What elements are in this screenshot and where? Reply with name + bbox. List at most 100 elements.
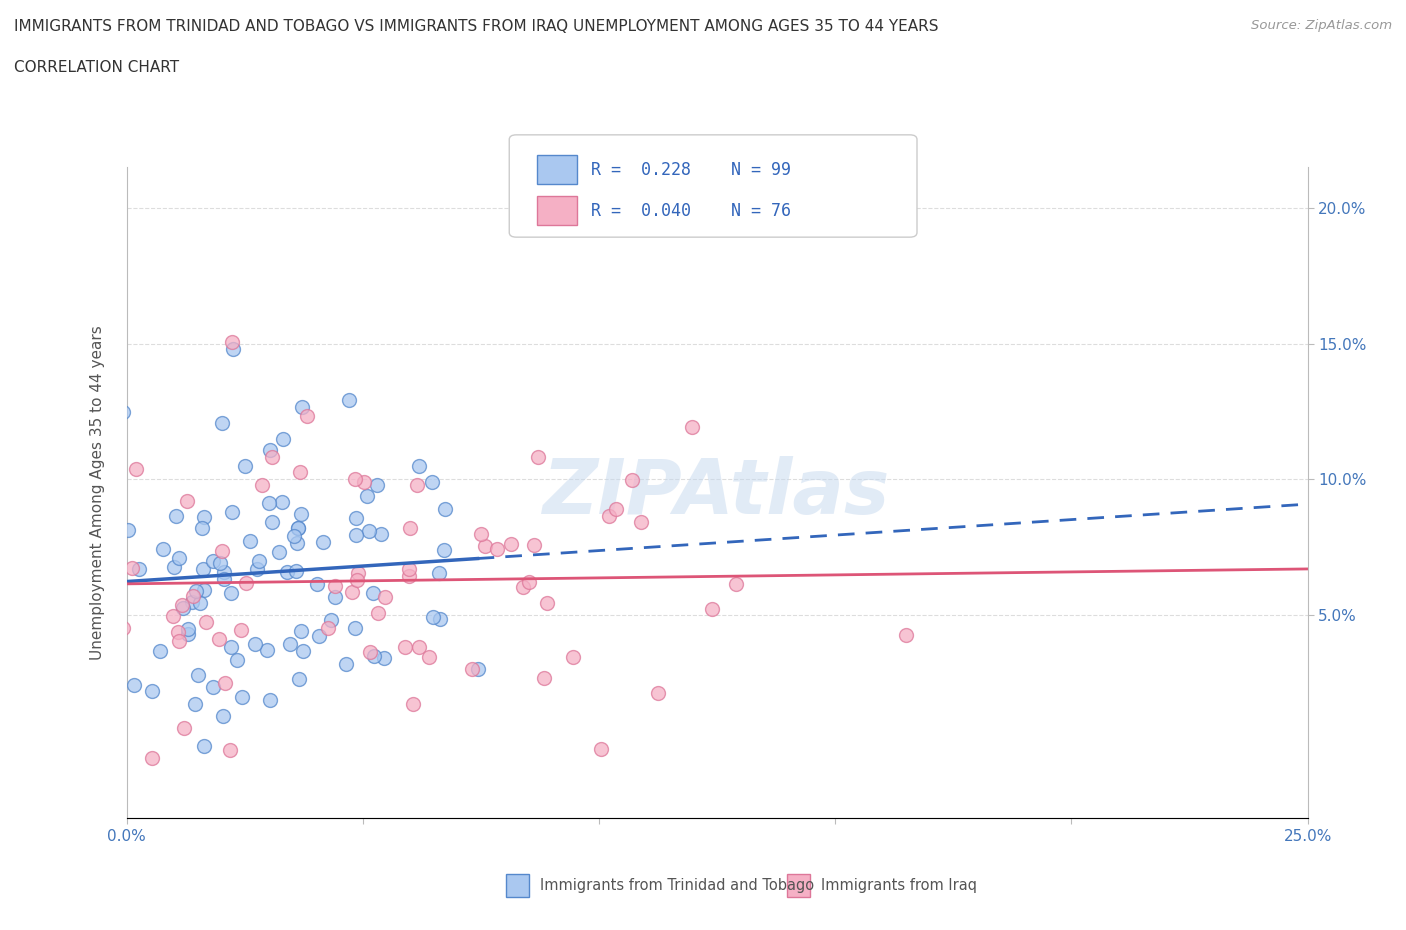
Point xyxy=(259,442,281,457)
Point xyxy=(288,671,311,686)
Point xyxy=(122,678,145,693)
Point xyxy=(257,495,280,510)
Point xyxy=(700,602,723,617)
Point xyxy=(292,644,315,658)
Point xyxy=(287,520,309,535)
Point xyxy=(125,462,148,477)
Point xyxy=(152,542,174,557)
Point xyxy=(523,538,546,552)
Point xyxy=(249,553,271,568)
Point xyxy=(256,643,278,658)
Point xyxy=(598,509,620,524)
Text: CORRELATION CHART: CORRELATION CHART xyxy=(14,60,179,75)
Point xyxy=(250,478,273,493)
Point xyxy=(536,595,558,610)
Point xyxy=(183,696,205,711)
Point xyxy=(499,537,522,551)
Point xyxy=(319,612,342,627)
Point xyxy=(288,465,311,480)
Point xyxy=(278,636,301,651)
Point xyxy=(346,573,368,588)
Point xyxy=(370,526,392,541)
Point xyxy=(11,499,34,514)
Point xyxy=(173,720,195,735)
Point xyxy=(359,644,381,659)
Point xyxy=(335,657,357,671)
Point xyxy=(316,620,339,635)
Point xyxy=(21,600,44,615)
Point xyxy=(285,536,308,551)
Point xyxy=(79,476,101,491)
Point xyxy=(894,628,917,643)
Point xyxy=(724,577,747,591)
Y-axis label: Unemployment Among Ages 35 to 44 years: Unemployment Among Ages 35 to 44 years xyxy=(90,326,105,660)
Text: R =  0.040    N = 76: R = 0.040 N = 76 xyxy=(591,202,790,219)
Point xyxy=(212,709,235,724)
Point xyxy=(433,542,456,557)
Point xyxy=(117,523,139,538)
Point xyxy=(193,582,215,597)
Point xyxy=(561,650,583,665)
Point xyxy=(312,535,335,550)
Point xyxy=(177,627,200,642)
Point xyxy=(394,640,416,655)
Point xyxy=(366,477,388,492)
Point xyxy=(13,629,35,644)
Point xyxy=(121,561,143,576)
Point xyxy=(48,585,70,600)
Point xyxy=(212,572,235,587)
Point xyxy=(201,680,224,695)
Point xyxy=(214,676,236,691)
Point xyxy=(630,515,652,530)
Text: Immigrants from Trinidad and Tobago: Immigrants from Trinidad and Tobago xyxy=(540,878,814,894)
Point xyxy=(605,501,627,516)
Point xyxy=(260,449,283,464)
Point xyxy=(207,631,229,646)
Point xyxy=(398,569,420,584)
Point xyxy=(15,671,38,686)
Point xyxy=(225,653,247,668)
Point xyxy=(533,671,555,685)
Point xyxy=(233,458,256,473)
Point xyxy=(527,449,550,464)
Point xyxy=(343,472,366,486)
Point xyxy=(323,590,346,604)
Point xyxy=(427,565,450,580)
Point xyxy=(461,661,484,676)
Point xyxy=(104,669,127,684)
Point xyxy=(214,565,236,579)
Point xyxy=(111,405,134,419)
Point xyxy=(186,583,208,598)
Point xyxy=(290,623,312,638)
Point xyxy=(141,751,163,765)
Text: Source: ZipAtlas.com: Source: ZipAtlas.com xyxy=(1251,19,1392,32)
Point xyxy=(422,610,444,625)
Point xyxy=(219,639,242,654)
Text: R =  0.228    N = 99: R = 0.228 N = 99 xyxy=(591,161,790,179)
Point xyxy=(80,498,103,513)
Point xyxy=(172,601,194,616)
Point xyxy=(647,685,669,700)
Point xyxy=(181,589,204,604)
Text: ZIPAtlas: ZIPAtlas xyxy=(543,456,891,530)
Point xyxy=(402,697,425,711)
Point xyxy=(128,562,150,577)
Point xyxy=(287,520,309,535)
Point xyxy=(202,553,225,568)
Point xyxy=(166,624,188,639)
Point xyxy=(361,585,384,600)
Point xyxy=(239,534,262,549)
Point xyxy=(149,644,172,658)
Point xyxy=(344,527,367,542)
Point xyxy=(73,580,96,595)
Point xyxy=(347,565,370,580)
Point xyxy=(420,474,443,489)
Point xyxy=(176,494,198,509)
Point xyxy=(0,538,6,552)
Point xyxy=(467,661,489,676)
Point xyxy=(177,621,200,636)
Point xyxy=(367,605,389,620)
Point xyxy=(356,488,378,503)
Point xyxy=(434,501,457,516)
Point xyxy=(211,544,233,559)
